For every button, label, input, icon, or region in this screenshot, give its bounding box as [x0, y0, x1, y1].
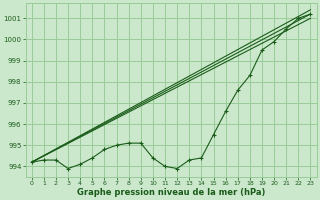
- X-axis label: Graphe pression niveau de la mer (hPa): Graphe pression niveau de la mer (hPa): [77, 188, 265, 197]
